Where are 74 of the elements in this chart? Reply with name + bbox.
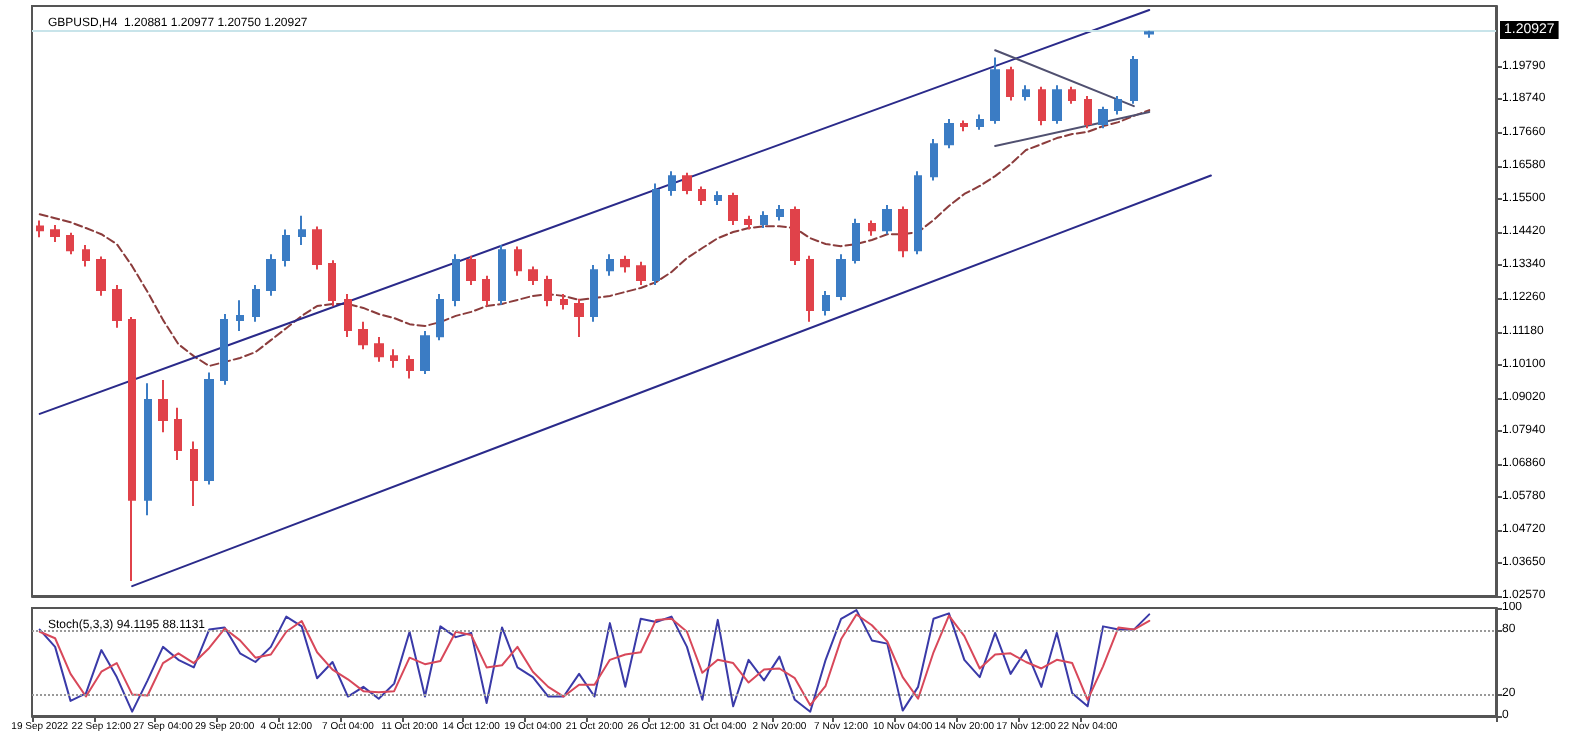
candlestick bbox=[606, 253, 614, 277]
candlestick bbox=[498, 243, 506, 306]
candlestick bbox=[574, 297, 584, 339]
candlestick bbox=[914, 170, 922, 256]
candlestick bbox=[544, 274, 552, 308]
candlestick bbox=[590, 263, 598, 323]
candlestick bbox=[822, 290, 830, 317]
candlestick bbox=[744, 214, 752, 231]
candlestick bbox=[96, 255, 106, 297]
candlestick bbox=[374, 336, 384, 363]
candlestick bbox=[1114, 94, 1122, 116]
candlestick bbox=[482, 274, 490, 308]
candlestick bbox=[636, 260, 646, 286]
candlestick bbox=[976, 113, 984, 131]
candlestick bbox=[466, 254, 476, 286]
candlestick bbox=[266, 253, 276, 297]
candlestick bbox=[514, 245, 522, 277]
candlestick bbox=[714, 190, 722, 207]
candlestick bbox=[144, 382, 152, 517]
candlestick bbox=[990, 56, 1000, 125]
candlestick bbox=[682, 171, 692, 196]
candlestick bbox=[452, 253, 460, 308]
candlestick bbox=[1006, 65, 1014, 102]
candlestick bbox=[698, 185, 706, 207]
candlestick bbox=[560, 293, 568, 311]
candlestick bbox=[252, 283, 260, 323]
candlestick bbox=[882, 204, 892, 236]
candlestick bbox=[728, 191, 738, 226]
candlestick bbox=[66, 231, 74, 256]
candlestick bbox=[1130, 55, 1138, 105]
candlestick bbox=[436, 293, 444, 342]
candlestick bbox=[868, 219, 876, 237]
candlestick bbox=[528, 265, 538, 286]
candlestick bbox=[836, 253, 846, 302]
candlestick bbox=[312, 225, 322, 271]
candlestick bbox=[174, 406, 182, 461]
candlestick bbox=[82, 243, 90, 268]
candlestick bbox=[420, 329, 430, 375]
candlestick bbox=[128, 316, 136, 582]
candlestick bbox=[390, 348, 398, 369]
candlestick bbox=[930, 137, 938, 182]
candlestick bbox=[328, 259, 336, 308]
candlestick bbox=[344, 293, 352, 339]
candlestick bbox=[282, 228, 290, 268]
candlestick bbox=[190, 440, 198, 508]
candlestick bbox=[204, 371, 214, 486]
candlestick bbox=[1084, 94, 1092, 130]
candlestick bbox=[406, 354, 414, 380]
candlestick bbox=[806, 254, 814, 323]
candlestick bbox=[158, 379, 168, 434]
candlestick bbox=[620, 254, 630, 274]
candlestick bbox=[50, 223, 60, 243]
candlestick bbox=[36, 219, 44, 239]
candlestick bbox=[944, 118, 954, 150]
candlestick bbox=[790, 205, 800, 266]
candlestick bbox=[1144, 29, 1154, 39]
candlestick bbox=[1052, 84, 1062, 125]
line-series bbox=[38, 109, 1151, 367]
candlestick bbox=[898, 205, 908, 259]
candlestick bbox=[1022, 84, 1030, 102]
candlestick bbox=[668, 170, 676, 197]
candlestick bbox=[852, 217, 860, 265]
candlestick bbox=[358, 320, 368, 351]
candlestick bbox=[1038, 85, 1046, 127]
candlestick bbox=[652, 182, 660, 286]
candlestick bbox=[760, 210, 768, 230]
candlestick bbox=[298, 214, 306, 246]
candlestick bbox=[1098, 105, 1108, 130]
candlestick bbox=[776, 204, 784, 222]
candlestick bbox=[960, 119, 968, 133]
candlestick bbox=[220, 313, 228, 386]
candlestick bbox=[236, 299, 244, 332]
candlestick bbox=[1068, 85, 1076, 105]
candlestick bbox=[112, 283, 122, 329]
